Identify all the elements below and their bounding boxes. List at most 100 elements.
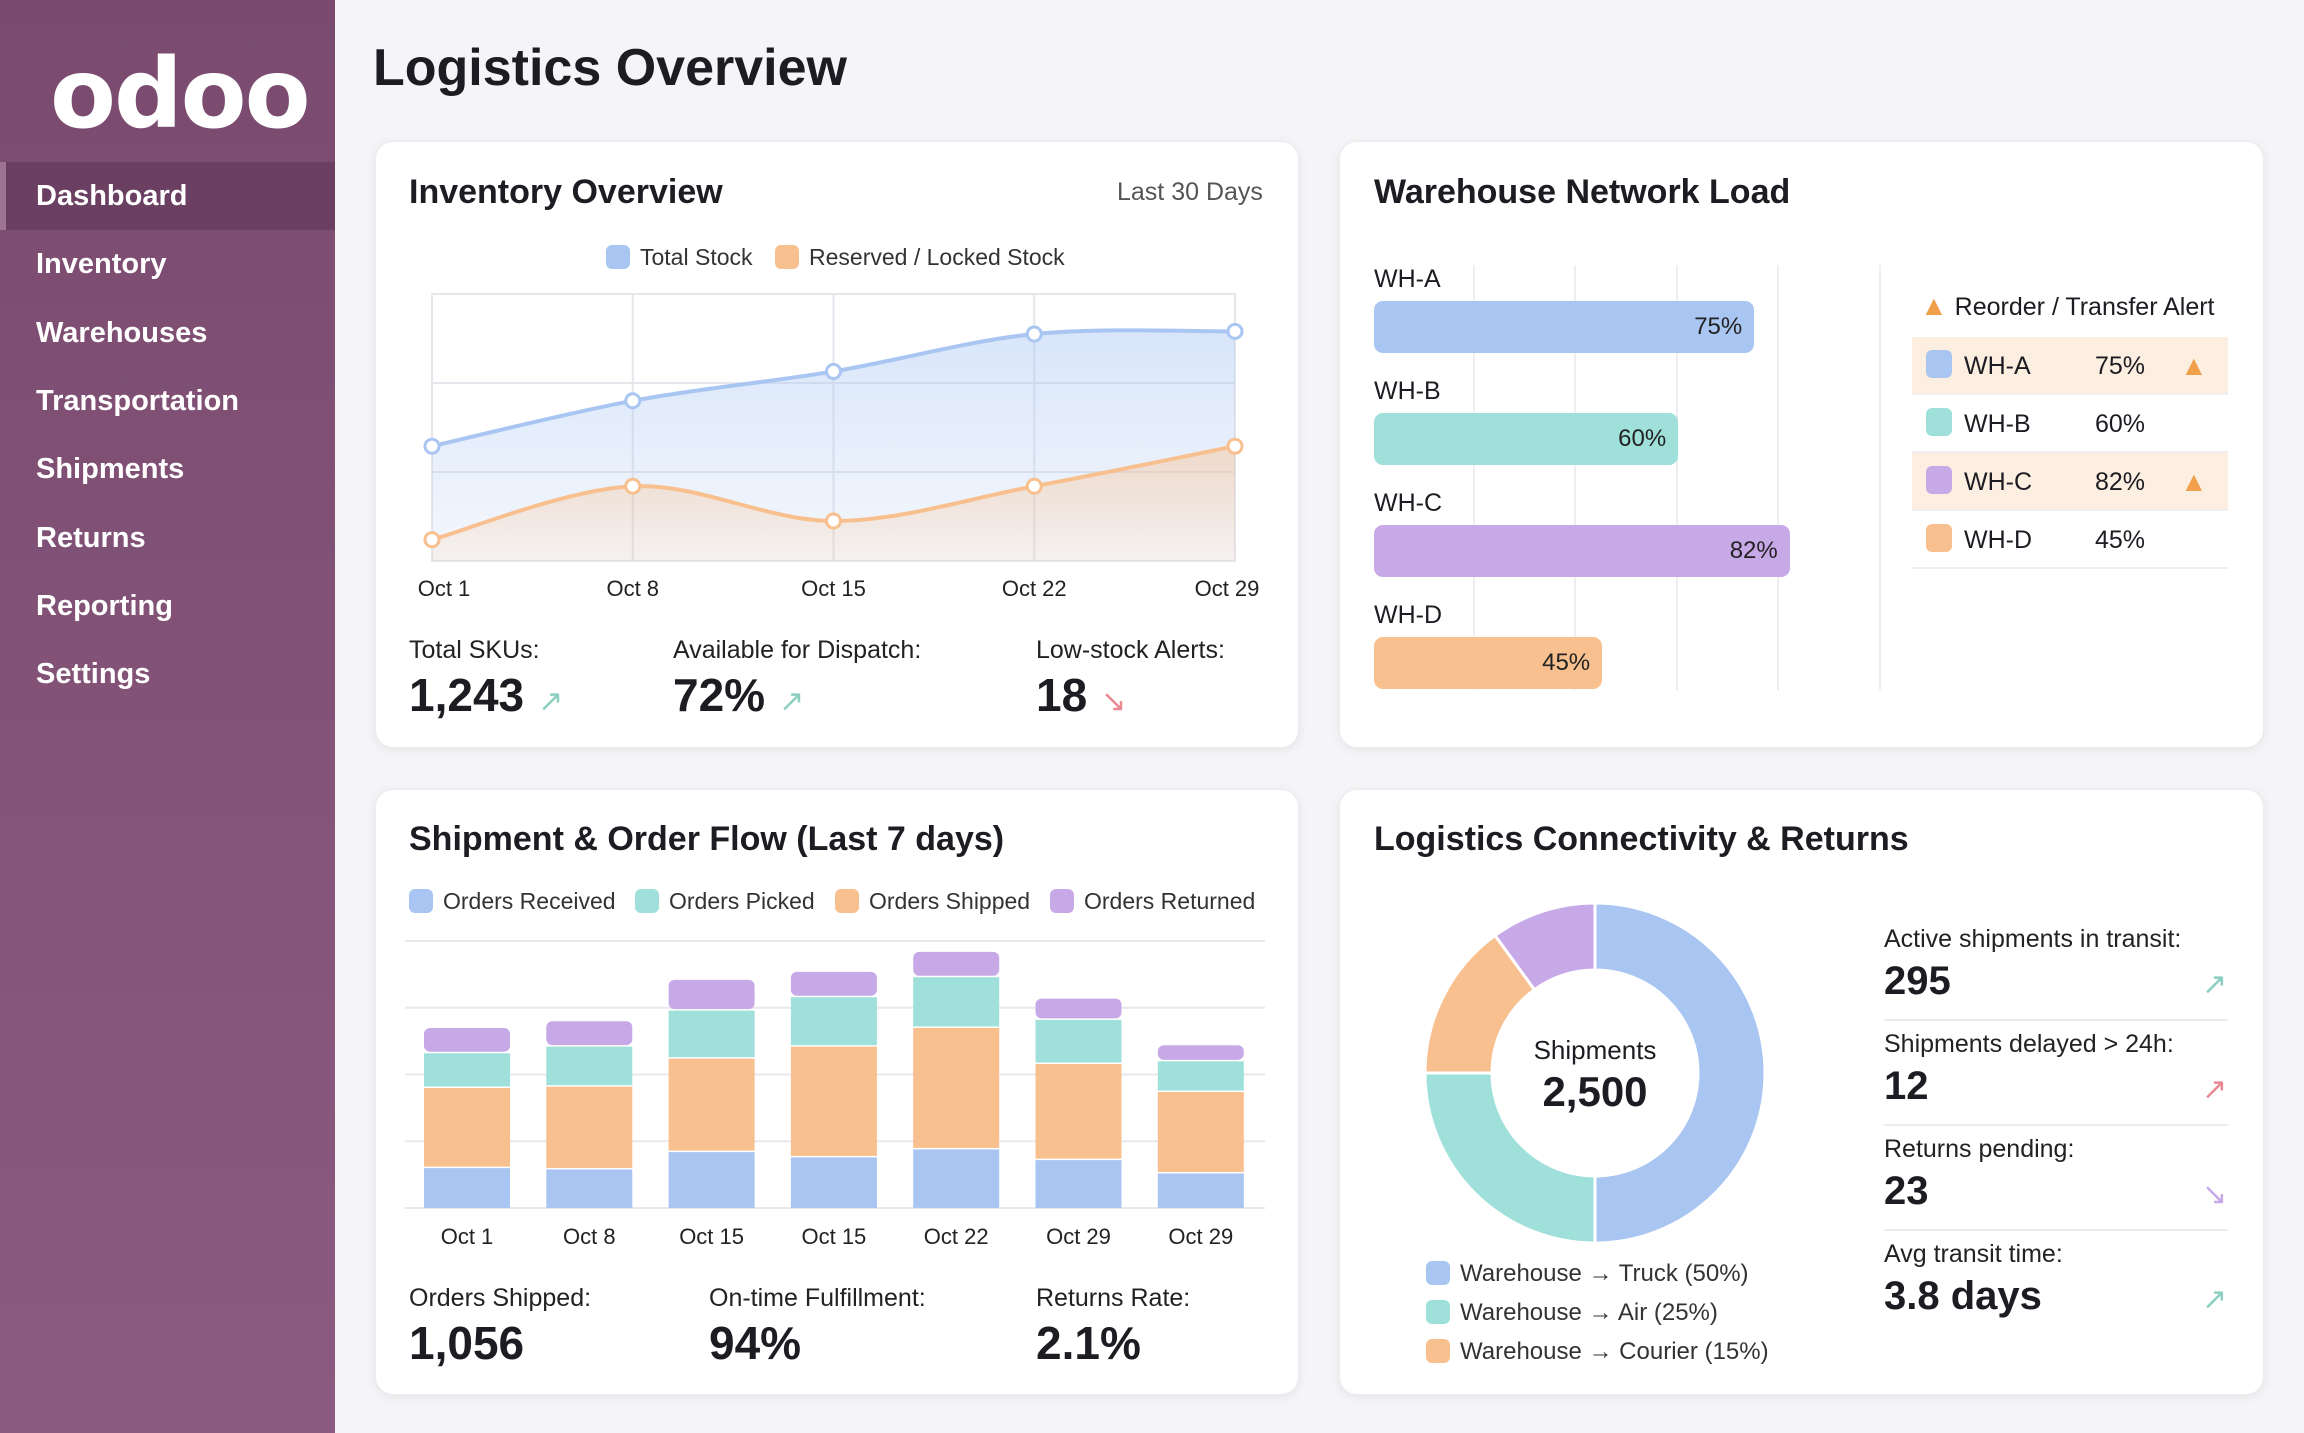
alert-row-name: WH-C: [1964, 468, 2033, 496]
bar-segment-orders-shipped: [424, 1088, 510, 1167]
legend-label: Orders Received: [443, 888, 616, 914]
swatch-icon: [1926, 408, 1952, 436]
swatch-icon: [775, 245, 799, 269]
load-bar[interactable]: 82%: [1374, 525, 1790, 577]
stat-value: 3.8 days: [1884, 1274, 2042, 1318]
load-bar[interactable]: 45%: [1374, 637, 1603, 689]
sidebar-item-settings[interactable]: Settings: [36, 658, 151, 691]
x-tick-label: Oct 15: [679, 1224, 744, 1249]
connectivity-title: Logistics Connectivity & Returns: [1374, 820, 1909, 858]
data-point: [1226, 322, 1244, 340]
legend-label: Total Stock: [640, 244, 753, 270]
bar-segment-orders-picked: [424, 1053, 510, 1087]
sidebar-item-warehouses[interactable]: Warehouses: [36, 316, 208, 349]
x-tick-label: Oct 29: [1168, 1224, 1233, 1249]
alert-row-value: 75%: [2095, 352, 2146, 380]
stat-label: Avg transit time:: [1884, 1240, 2063, 1268]
swatch-icon: [1926, 524, 1952, 552]
alert-row[interactable]: WH-D 45%: [1912, 511, 2228, 569]
legend-item: Orders Returned: [1050, 888, 1255, 915]
alert-row[interactable]: WH-A 75% ▲: [1912, 337, 2228, 395]
bar-segment-orders-shipped: [1035, 1063, 1122, 1159]
warehouse-label: WH-D: [1374, 601, 1443, 629]
stat-value: 23: [1884, 1169, 1929, 1213]
stat-label: On-time Fulfillment:: [709, 1284, 926, 1312]
load-bar[interactable]: 75%: [1374, 301, 1755, 353]
area-1: [432, 446, 1235, 561]
load-bar[interactable]: 60%: [1374, 413, 1679, 465]
sidebar-item-dashboard[interactable]: Dashboard: [0, 162, 335, 230]
stat-label: Orders Shipped:: [409, 1284, 592, 1312]
odoo-logo[interactable]: odoo: [50, 38, 311, 150]
stat-number: 18: [1036, 669, 1088, 721]
alert-row[interactable]: WH-B 60%: [1912, 395, 2228, 453]
legend-label: Orders Returned: [1084, 888, 1256, 914]
x-tick-label: Oct 8: [606, 576, 659, 601]
bar-segment-orders-received: [424, 1168, 510, 1208]
inventory-line-chart: Oct 1 Oct 8 Oct 15 Oct 22 Oct 29: [418, 293, 1259, 601]
x-tick-label: Oct 1: [441, 1224, 494, 1249]
stat-label: Total SKUs:: [409, 636, 540, 664]
bar-segment-orders-received: [913, 1149, 1000, 1208]
bar-segment-orders-received: [546, 1169, 633, 1208]
x-tick-label: Oct 8: [563, 1224, 616, 1249]
stat-value: 1,056: [409, 1317, 525, 1369]
swatch-icon: [409, 889, 433, 913]
swatch-icon: [1926, 350, 1952, 378]
sidebar-item-returns[interactable]: Returns: [36, 521, 146, 554]
legend-label: Warehouse → Truck (50%): [1460, 1260, 1749, 1287]
date-range[interactable]: Last 30 Days: [1117, 178, 1263, 206]
alert-row[interactable]: WH-C 82% ▲: [1912, 453, 2228, 511]
stat-number: 72%: [673, 669, 766, 721]
inventory-title: Inventory Overview: [409, 173, 723, 211]
bar-segment-orders-shipped: [546, 1086, 633, 1168]
legend-label: Orders Shipped: [869, 888, 1031, 914]
divider: [1884, 1019, 2228, 1021]
data-point: [624, 392, 642, 410]
trend-up-icon: ↗: [779, 685, 805, 718]
stat-label: Active shipments in transit:: [1884, 925, 2182, 953]
alert-row-value: 60%: [2095, 410, 2146, 438]
warning-icon: ▲: [2180, 466, 2208, 497]
sidebar: odoo Dashboard Inventory Warehouses Transpo…: [0, 0, 335, 1433]
stat-label: Returns Rate:: [1036, 1284, 1191, 1312]
donut-slice: [1492, 901, 1597, 992]
alert-header: ▲ Reorder / Transfer Alert: [1920, 290, 2215, 322]
sidebar-item-shipments[interactable]: Shipments: [36, 453, 185, 486]
sidebar-item-reporting[interactable]: Reporting: [36, 589, 173, 622]
data-point: [825, 512, 842, 530]
bar-segment-orders-picked: [790, 997, 877, 1046]
legend-item: Orders Picked: [635, 888, 815, 915]
donut-slice: [1423, 1071, 1597, 1245]
data-point: [1025, 477, 1043, 495]
trend-icon: ↗: [2202, 968, 2228, 1001]
data-point: [1226, 437, 1244, 455]
stat-label: Low-stock Alerts:: [1036, 636, 1225, 664]
stat-label: Returns pending:: [1884, 1135, 2075, 1163]
warehouse-label: WH-C: [1374, 489, 1443, 517]
warehouse-title: Warehouse Network Load: [1374, 173, 1791, 211]
bar-segment-orders-picked: [1157, 1061, 1244, 1091]
data-point: [423, 531, 441, 549]
stat-value: 72% ↗: [673, 668, 804, 722]
x-tick-label: Oct 15: [801, 1224, 866, 1249]
alert-row-value: 82%: [2095, 468, 2146, 496]
bar-segment-orders-returned: [546, 1021, 633, 1046]
alert-row-name: WH-B: [1964, 410, 2031, 438]
alert-row-name: WH-A: [1964, 352, 2031, 380]
legend-item: Orders Received: [409, 888, 616, 915]
swatch-icon: [1426, 1300, 1450, 1324]
bar-segment-orders-shipped: [790, 1046, 877, 1156]
swatch-icon: [1426, 1339, 1450, 1363]
sidebar-item-inventory[interactable]: Inventory: [36, 248, 167, 281]
stat-value: 12: [1884, 1064, 1929, 1108]
bar-segment-orders-returned: [913, 951, 1000, 976]
divider: [1884, 1229, 2228, 1231]
bar-segment-orders-shipped: [913, 1027, 1000, 1148]
x-tick-label: Oct 22: [1002, 576, 1067, 601]
x-tick-label: Oct 15: [801, 576, 866, 601]
page-title: Logistics Overview: [373, 39, 847, 97]
sidebar-item-transportation[interactable]: Transportation: [36, 384, 240, 417]
x-tick-label: Oct 1: [418, 576, 471, 601]
data-point: [1025, 325, 1043, 343]
